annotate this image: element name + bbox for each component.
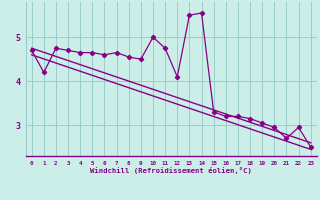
X-axis label: Windchill (Refroidissement éolien,°C): Windchill (Refroidissement éolien,°C) [90, 167, 252, 174]
